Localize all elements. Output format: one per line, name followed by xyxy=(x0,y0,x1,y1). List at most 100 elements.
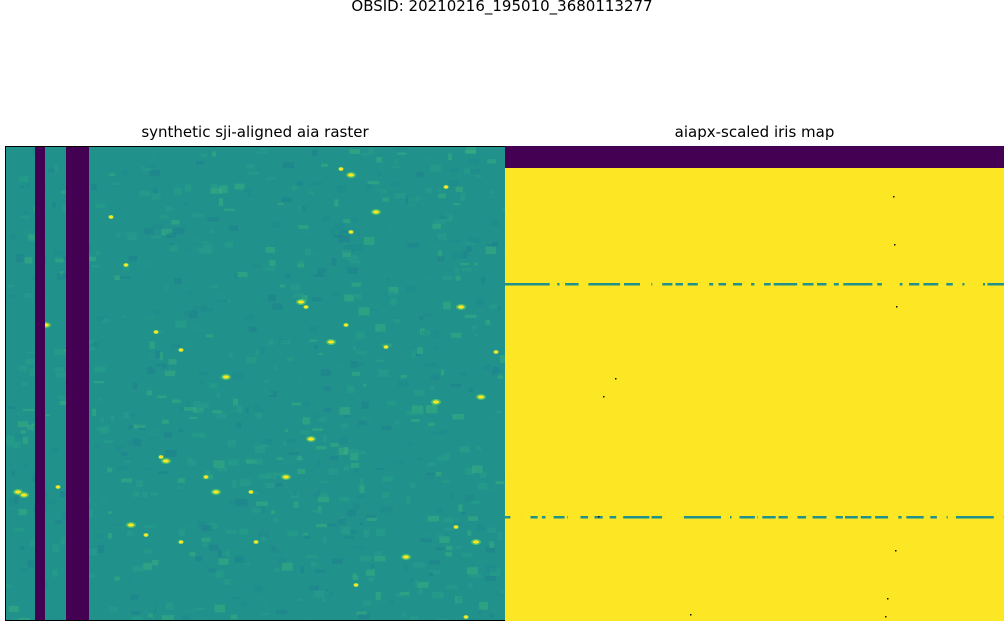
raster-texture-patch xyxy=(25,358,35,365)
raster-texture-patch xyxy=(381,492,390,498)
raster-texture-patch xyxy=(318,417,326,422)
raster-texture-patch xyxy=(449,168,459,173)
map-line-gap xyxy=(578,283,583,286)
raster-texture-patch xyxy=(148,613,153,618)
raster-texture-patch xyxy=(202,241,209,244)
raster-texture-patch xyxy=(63,349,68,352)
raster-texture-patch xyxy=(313,274,326,277)
raster-texture-patch xyxy=(368,147,375,155)
raster-texture-patch xyxy=(443,527,455,531)
raster-texture-patch xyxy=(128,425,134,429)
raster-texture-patch xyxy=(437,250,443,259)
raster-texture-patch xyxy=(175,471,186,475)
raster-texture-patch xyxy=(343,244,355,253)
raster-texture xyxy=(6,147,505,620)
map-line-gap xyxy=(757,516,763,519)
raster-bright-point xyxy=(124,263,128,267)
raster-texture-patch xyxy=(310,181,322,186)
map-line-gap xyxy=(970,283,980,286)
raster-texture-patch xyxy=(209,383,217,389)
raster-texture-patch xyxy=(318,496,329,503)
raster-texture-patch xyxy=(290,284,300,291)
map-line-gap xyxy=(537,516,542,519)
raster-texture-patch xyxy=(170,344,182,349)
raster-bright-point xyxy=(478,395,484,399)
raster-texture-patch xyxy=(192,213,204,218)
raster-texture-patch xyxy=(359,555,372,562)
raster-texture-patch xyxy=(426,462,436,467)
raster-texture-patch xyxy=(435,547,445,550)
raster-texture-patch xyxy=(352,362,364,368)
raster-texture-patch xyxy=(497,532,503,540)
raster-texture-patch xyxy=(152,559,159,566)
raster-texture-patch xyxy=(468,388,473,392)
map-line-gap xyxy=(770,283,774,286)
raster-texture-patch xyxy=(423,330,435,335)
raster-texture-patch xyxy=(171,220,180,225)
raster-texture-patch xyxy=(54,349,66,356)
raster-texture-patch xyxy=(438,193,446,199)
raster-texture-patch xyxy=(446,545,453,551)
raster-texture-patch xyxy=(55,372,68,378)
raster-texture-patch xyxy=(423,313,433,318)
raster-texture-patch xyxy=(293,501,299,508)
raster-texture-patch xyxy=(22,409,35,412)
raster-texture-patch xyxy=(411,350,416,358)
map-line-gap xyxy=(588,516,595,519)
raster-texture-patch xyxy=(200,249,212,254)
raster-bright-point xyxy=(128,523,134,527)
raster-texture-patch xyxy=(144,610,148,617)
raster-texture-patch xyxy=(300,566,304,574)
raster-texture-patch xyxy=(307,316,312,321)
raster-texture-patch xyxy=(445,214,453,222)
raster-texture-patch xyxy=(46,500,55,504)
raster-texture-patch xyxy=(194,607,206,610)
raster-bright-point xyxy=(373,210,379,214)
raster-texture-patch xyxy=(400,375,407,379)
raster-texture-patch xyxy=(8,605,19,613)
raster-texture-patch xyxy=(343,465,350,471)
raster-texture-patch xyxy=(16,254,24,263)
raster-texture-patch xyxy=(239,528,249,535)
raster-texture-patch xyxy=(110,415,114,422)
raster-texture-patch xyxy=(224,241,234,248)
raster-texture-patch xyxy=(54,367,64,373)
raster-texture-patch xyxy=(347,509,356,517)
raster-texture-patch xyxy=(27,424,33,430)
raster-texture-patch xyxy=(343,536,354,539)
raster-texture-patch xyxy=(322,215,330,222)
raster-texture-patch xyxy=(146,390,152,396)
map-line-gap xyxy=(947,516,955,519)
raster-texture-patch xyxy=(133,438,142,447)
raster-texture-patch xyxy=(433,219,446,224)
map-line-gap xyxy=(674,516,681,519)
raster-texture-patch xyxy=(303,401,311,407)
map-line-gap xyxy=(826,283,834,286)
raster-texture-patch xyxy=(321,598,326,603)
map-line-gap xyxy=(901,516,907,519)
raster-texture-patch xyxy=(115,446,124,451)
raster-texture-patch xyxy=(411,419,420,422)
raster-texture-patch xyxy=(229,225,239,231)
raster-texture-patch xyxy=(365,226,371,230)
raster-texture-patch xyxy=(370,564,375,568)
raster-texture-patch xyxy=(144,315,155,321)
raster-bright-point xyxy=(159,455,163,459)
raster-texture-patch xyxy=(7,284,15,288)
raster-texture-patch xyxy=(423,477,435,480)
raster-texture-patch xyxy=(402,612,407,617)
raster-texture-patch xyxy=(468,158,479,164)
raster-texture-patch xyxy=(96,427,107,432)
raster-texture-patch xyxy=(8,149,15,153)
raster-texture-patch xyxy=(252,508,262,513)
raster-texture-patch xyxy=(96,316,105,321)
raster-texture-patch xyxy=(301,295,308,302)
raster-texture-patch xyxy=(382,197,389,202)
raster-texture-patch xyxy=(247,192,252,198)
raster-texture-patch xyxy=(149,151,158,158)
map-line-gap xyxy=(726,283,731,286)
raster-texture-patch xyxy=(496,306,502,311)
raster-texture-patch xyxy=(451,332,462,338)
raster-texture-patch xyxy=(343,415,351,418)
raster-texture-patch xyxy=(144,525,156,528)
